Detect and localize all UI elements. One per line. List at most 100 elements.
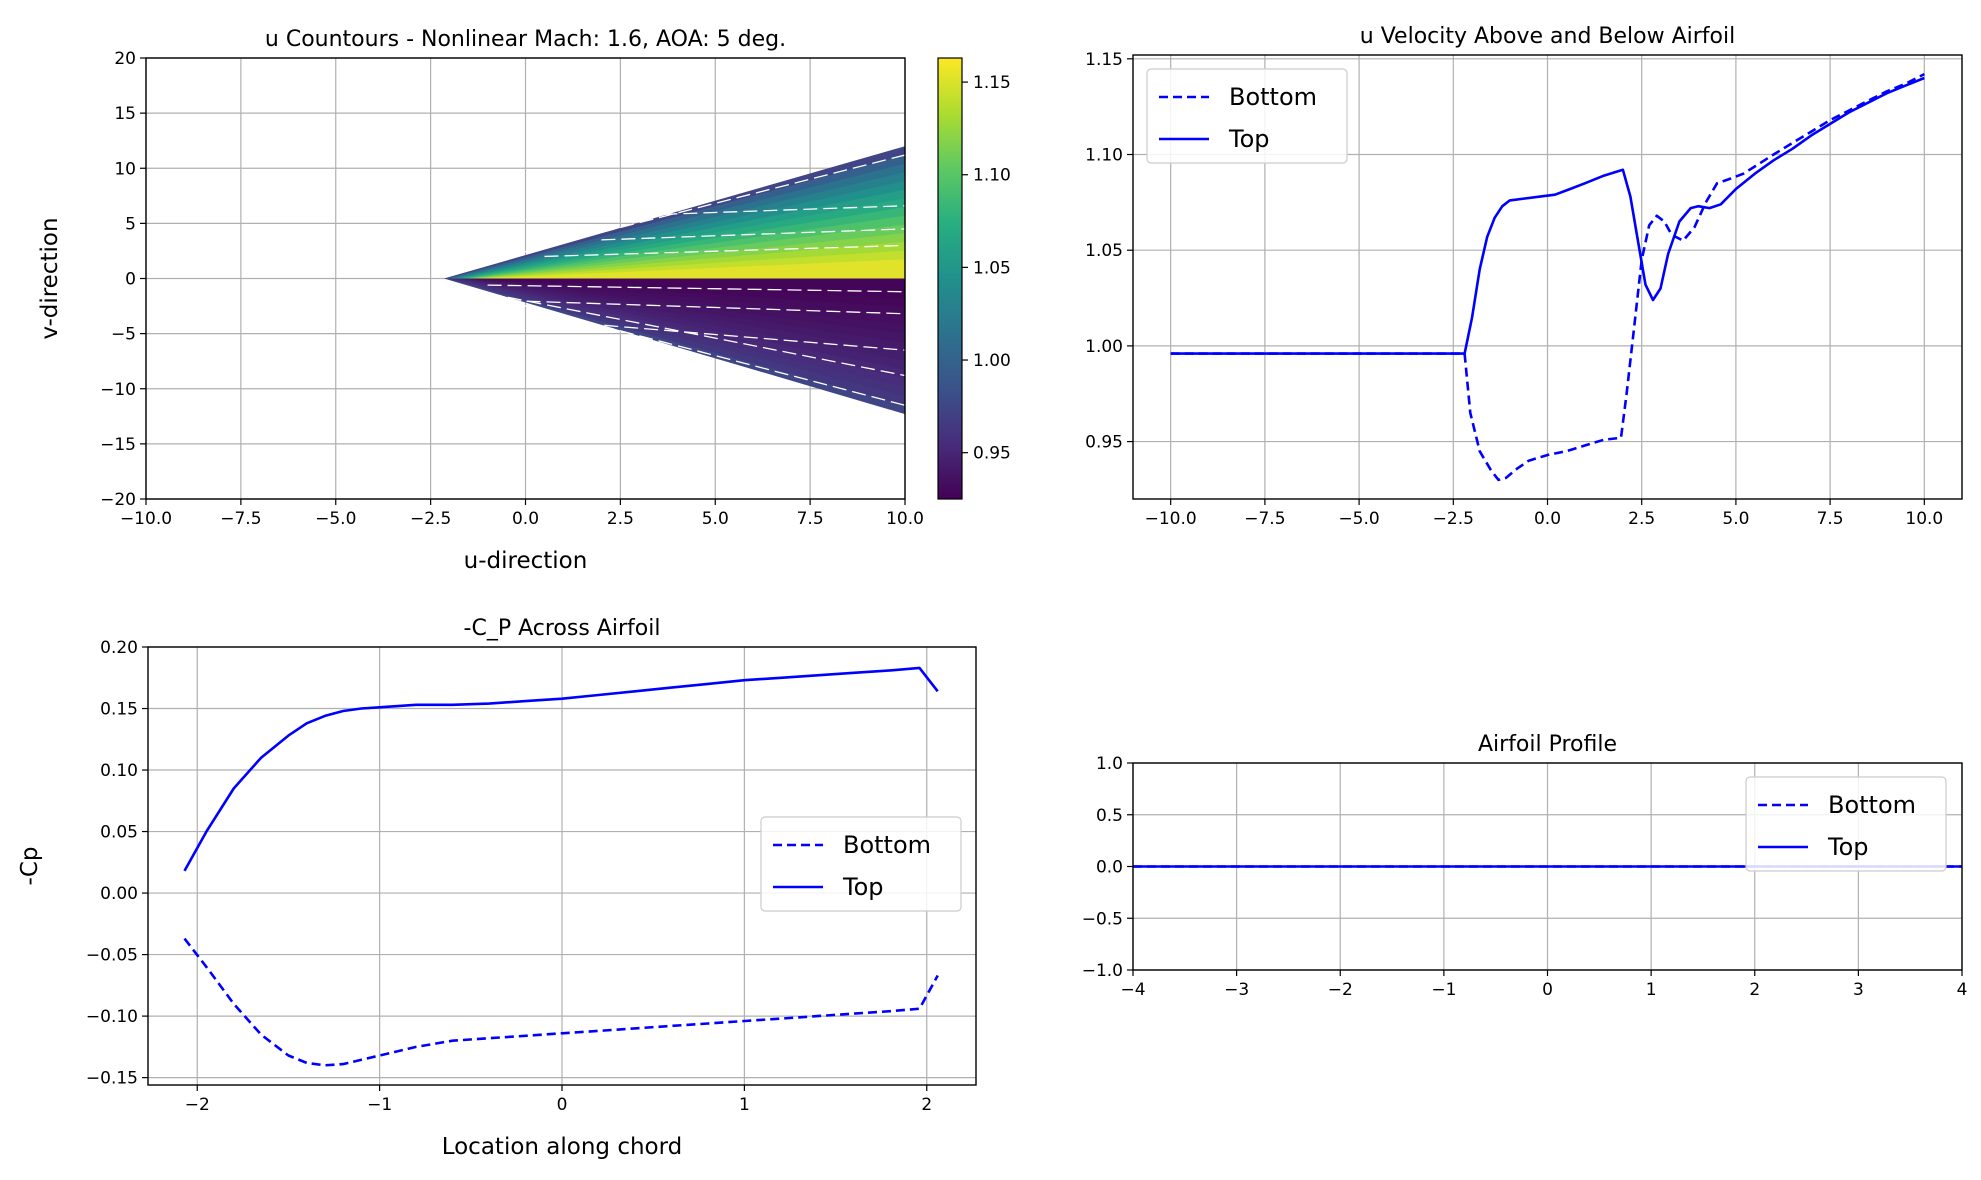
y-tick-label: 0.10 [100, 761, 138, 781]
colorbar-tick-label: 1.05 [973, 258, 1011, 278]
colorbar-tick-label: 1.00 [973, 351, 1011, 371]
y-tick-label: 1.00 [1085, 337, 1123, 357]
velocity-ticks: −10.0 −7.5 −5.0 −2.5 0.0 2.5 5.0 7.5 10.0 0.95 1.0… [1085, 50, 1943, 529]
x-tick-label: 1 [1646, 980, 1657, 1000]
colorbar-tick-label: 1.10 [973, 166, 1011, 186]
velocity-title: u Velocity Above and Below Airfoil [1360, 24, 1735, 49]
x-tick-label: −4 [1120, 980, 1145, 1000]
velocity-legend: Bottom Top [1146, 68, 1348, 164]
contour-panel: −10.0 −7.5 −5.0 −2.5 0.0 2.5 5.0 7.5 10.0 −20 −15 −… [37, 27, 1011, 574]
y-tick-label: 0.00 [100, 884, 138, 904]
y-tick-label: −0.10 [86, 1007, 138, 1027]
y-tick-label: 0.0 [1096, 858, 1123, 878]
profile-ticks: −4 −3 −2 −1 0 1 2 3 4 −1.0 −0.5 0.0 0.5 1.0 [1082, 754, 1968, 1000]
contour-streak [563, 205, 905, 219]
y-tick-label: 1.05 [1085, 241, 1123, 261]
cp-y-label: -Cp [17, 847, 43, 886]
cp-panel: −2 −1 0 1 2 −0.15 −0.10 −0.05 0.00 0.05 0.10 0.15 0.… [17, 616, 977, 1160]
y-tick-label: 5 [125, 214, 136, 234]
x-tick-label: 0 [1542, 980, 1553, 1000]
contour-cone [443, 146, 905, 415]
x-tick-label: −10.0 [1145, 509, 1197, 529]
y-tick-label: 15 [114, 104, 136, 124]
cp-legend: Bottom Top [760, 816, 962, 912]
profile-title: Airfoil Profile [1478, 732, 1617, 757]
contour-streak [468, 288, 905, 377]
colorbar: 0.95 1.00 1.05 1.10 1.15 [937, 57, 1011, 500]
y-tick-label: 0.15 [100, 700, 138, 720]
series-line-top [1170, 76, 1925, 355]
contour-streak [487, 284, 905, 293]
x-tick-label: −3 [1224, 980, 1249, 1000]
legend-label-top: Top [842, 873, 884, 901]
series-line-bottom [1170, 72, 1925, 482]
contour-y-label: v-direction [37, 217, 63, 339]
x-tick-label: 2 [921, 1095, 932, 1115]
legend-label-bottom: Bottom [1229, 83, 1317, 111]
y-tick-label: −1.0 [1082, 961, 1123, 981]
x-tick-label: −10.0 [120, 509, 172, 529]
legend-label-top: Top [1827, 833, 1869, 861]
y-tick-label: −0.15 [86, 1069, 138, 1089]
y-tick-label: 0.05 [100, 823, 138, 843]
series-line-bottom [183, 937, 939, 1067]
y-tick-label: 0 [125, 270, 136, 290]
x-tick-label: 2.5 [1628, 509, 1655, 529]
profile-legend: Bottom Top [1745, 776, 1947, 872]
x-tick-label: −2.5 [410, 509, 451, 529]
x-tick-label: −7.5 [1244, 509, 1285, 529]
contour-streak [506, 299, 905, 315]
x-tick-label: 4 [1957, 980, 1968, 1000]
y-tick-label: −15 [100, 435, 136, 455]
x-tick-label: −1 [1431, 980, 1456, 1000]
y-tick-label: −5 [111, 325, 136, 345]
profile-panel: −4 −3 −2 −1 0 1 2 3 4 −1.0 −0.5 0.0 0.5 1.0 Airfoil P… [1082, 732, 1968, 1000]
y-tick-label: 1.15 [1085, 50, 1123, 70]
y-tick-label: 1.0 [1096, 754, 1123, 774]
contour-ticks: −10.0 −7.5 −5.0 −2.5 0.0 2.5 5.0 7.5 10.0 −20 −15 −… [100, 49, 924, 529]
y-tick-label: 10 [114, 159, 136, 179]
x-tick-label: 2.5 [607, 509, 634, 529]
velocity-grid [1133, 55, 1962, 499]
contour-title: u Countours - Nonlinear Mach: 1.6, AOA: … [265, 27, 786, 52]
contour-streak [544, 244, 905, 258]
x-tick-label: −5.0 [315, 509, 356, 529]
contour-streak [601, 228, 905, 241]
y-tick-label: −0.5 [1082, 909, 1123, 929]
colorbar-gradient [937, 57, 963, 500]
velocity-lines [1170, 72, 1925, 482]
x-tick-label: 7.5 [797, 509, 824, 529]
x-tick-label: 0.0 [512, 509, 539, 529]
x-tick-label: 0 [557, 1095, 568, 1115]
x-tick-label: −1 [367, 1095, 392, 1115]
y-tick-label: 0.5 [1096, 806, 1123, 826]
x-tick-label: −5.0 [1338, 509, 1379, 529]
cp-ticks: −2 −1 0 1 2 −0.15 −0.10 −0.05 0.00 0.05 0.10 0.15 0.… [86, 638, 932, 1115]
x-tick-label: 2 [1749, 980, 1760, 1000]
cp-title: -C_P Across Airfoil [464, 616, 661, 641]
contour-x-label: u-direction [464, 548, 588, 574]
contour-band-lower [479, 278, 905, 299]
series-line-top [183, 666, 939, 872]
cp-lines [183, 666, 939, 1067]
velocity-panel: −10.0 −7.5 −5.0 −2.5 0.0 2.5 5.0 7.5 10.0 0.95 1.0… [1085, 24, 1963, 529]
x-tick-label: 10.0 [886, 509, 924, 529]
x-tick-label: 0.0 [1534, 509, 1561, 529]
x-tick-label: 7.5 [1817, 509, 1844, 529]
colorbar-tick-label: 1.15 [973, 73, 1011, 93]
x-tick-label: −7.5 [220, 509, 261, 529]
x-tick-label: 1 [739, 1095, 750, 1115]
y-tick-label: −20 [100, 490, 136, 510]
y-tick-label: 0.95 [1085, 433, 1123, 453]
legend-label-bottom: Bottom [843, 831, 931, 859]
x-tick-label: −2.5 [1433, 509, 1474, 529]
cp-x-label: Location along chord [442, 1134, 683, 1160]
y-tick-label: 0.20 [100, 638, 138, 658]
x-tick-label: 3 [1853, 980, 1864, 1000]
x-tick-label: 5.0 [702, 509, 729, 529]
legend-label-bottom: Bottom [1828, 791, 1916, 819]
colorbar-tick-label: 0.95 [973, 444, 1011, 464]
x-tick-label: 5.0 [1722, 509, 1749, 529]
y-tick-label: 1.10 [1085, 146, 1123, 166]
